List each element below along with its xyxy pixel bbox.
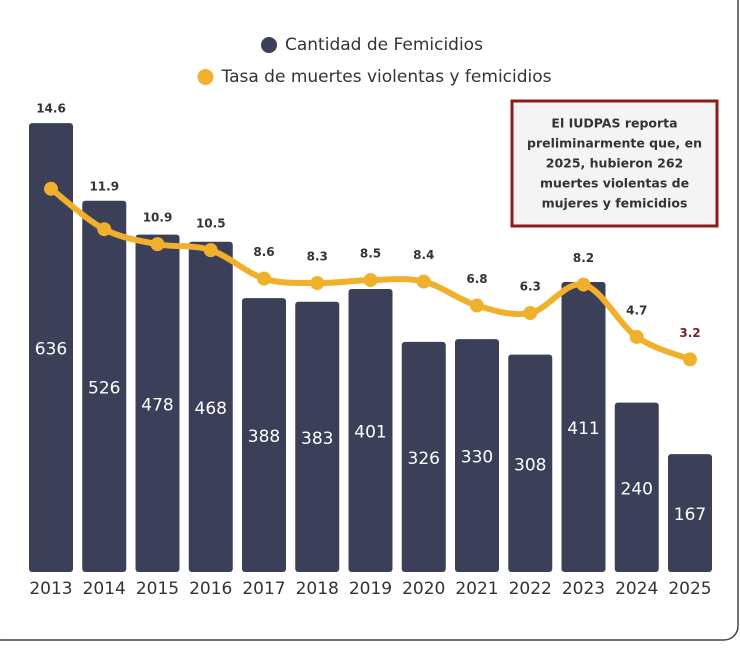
x-tick-label: 2022 [509,579,552,599]
line-point [416,274,431,289]
line-point [310,276,325,291]
bar-value-label: 401 [354,423,386,443]
x-tick-label: 2015 [136,579,179,599]
annotation-box [510,99,719,228]
line-point [470,298,484,313]
x-tick-label: 2013 [29,579,72,599]
bar [295,301,340,572]
bar-value-label: 411 [567,419,599,439]
bar-value-label: 388 [248,427,280,447]
annotation-text: muertes violentas de [540,176,689,191]
line-value-label: 8.3 [307,250,328,264]
x-tick-label: 2025 [668,579,711,599]
legend-label: Cantidad de Femicidios [285,35,483,55]
x-tick-label: 2018 [296,579,339,599]
line-value-label: 10.9 [143,211,173,225]
bar-value-label: 330 [461,448,493,468]
bar [668,454,712,572]
x-tick-label: 2016 [189,579,232,599]
bar [561,281,606,572]
legend-marker [261,37,277,53]
line-point [363,273,378,288]
x-tick-label: 2017 [242,579,285,599]
annotation-text: preliminarmente que, en [527,136,702,151]
bar [135,234,180,572]
bar [29,123,73,572]
x-tick-label: 2020 [402,579,445,599]
annotation-text: mujeres y femicidios [542,196,688,211]
line-point [203,243,218,258]
line-value-label: 8.4 [413,248,434,262]
bar-value-label: 326 [408,449,440,469]
x-tick-label: 2019 [349,579,392,599]
line-value-label: 6.3 [520,280,541,294]
bar-value-label: 383 [301,429,333,449]
bar [401,341,446,572]
bar [455,339,499,572]
line-value-label: 10.5 [196,217,226,231]
line-value-label: 8.6 [253,245,274,259]
x-tick-label: 2021 [455,579,498,599]
bar-value-label: 308 [514,455,546,475]
line-value-label: 4.7 [626,303,647,317]
line-point [97,222,112,237]
bar-value-label: 636 [35,340,67,360]
legend-label: Tasa de muertes violentas y femicidios [221,67,552,87]
line-value-label: 14.6 [36,102,66,116]
annotation-text: El IUDPAS reporta [551,116,677,131]
bar-value-label: 167 [674,505,706,525]
line-point [629,329,644,344]
bar [508,354,553,572]
x-tick-label: 2023 [562,579,605,599]
line-point [523,306,538,321]
line-point [257,271,271,286]
bar-value-label: 526 [88,378,120,398]
line-value-label: 11.9 [89,179,119,193]
line-point [683,352,697,367]
line-value-label: 3.2 [679,326,700,340]
line-point [150,237,165,252]
bar [348,289,393,572]
bar [188,241,233,572]
bar-value-label: 468 [195,399,227,419]
bar [82,200,127,572]
annotation-text: 2025, hubieron 262 [546,156,684,171]
legend-marker [197,69,214,85]
bar [242,298,286,572]
bar-value-label: 240 [621,479,653,499]
bar-value-label: 478 [141,395,173,415]
line-value-label: 8.5 [360,247,381,261]
bar [614,402,659,572]
line-point [44,181,58,196]
line-point [576,277,591,292]
line-value-label: 6.8 [466,272,487,286]
x-tick-label: 2014 [83,579,126,599]
line-value-label: 8.2 [573,251,594,265]
x-tick-label: 2024 [615,579,658,599]
